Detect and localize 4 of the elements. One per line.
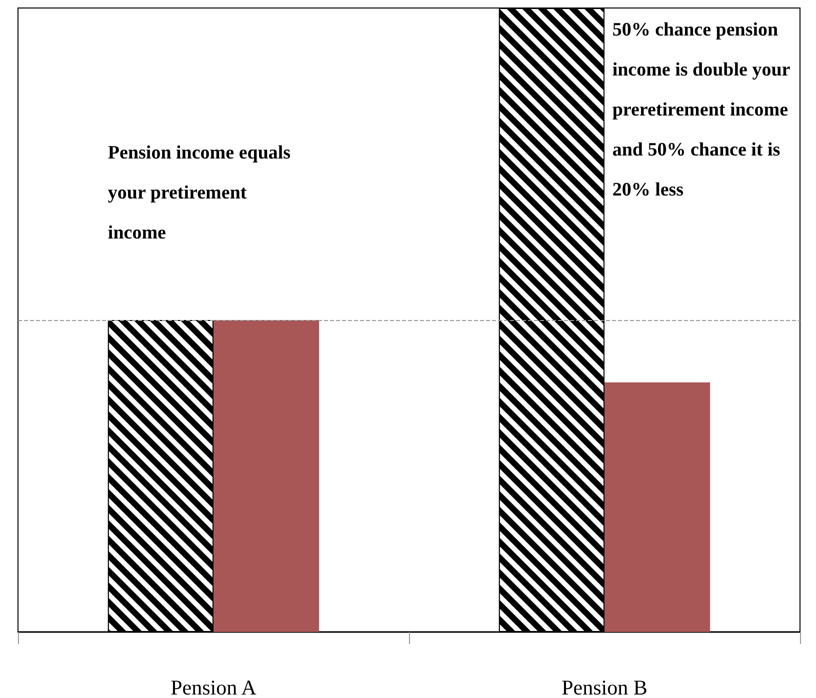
x-tick-label: Pension B (562, 676, 648, 698)
x-tick-label: Pension A (170, 676, 258, 698)
annotation: Pension income equals your pretirement income (108, 142, 296, 244)
annotation: 50% chance pension income is double your preretirement income and 50% chance it is 20% less (612, 20, 795, 200)
